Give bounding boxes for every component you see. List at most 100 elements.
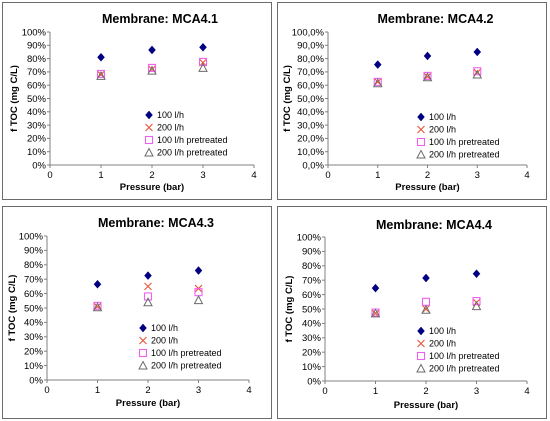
y-tick-label: 10% [24, 361, 44, 372]
data-point-mca41-s2-p1 [147, 63, 157, 72]
chart-svg-mca44: Membrane: MCA4.4 0% 10% 20% 30% 40% 50% 60% 70% 8… [284, 218, 530, 411]
series-0-points [373, 47, 482, 69]
x-tick-label: 2 [425, 170, 430, 181]
y-axis-title: f TOC (mg C/L) [9, 65, 20, 132]
data-point-mca43-s3-p1 [143, 297, 153, 307]
x-axis-title: Pressure (bar) [394, 400, 458, 411]
x-tick-label: 3 [196, 385, 201, 396]
x-tick-label: 4 [524, 170, 529, 181]
data-point-mca44-s0-p0 [371, 283, 380, 293]
legend-label-0: 100 l/h [151, 323, 178, 333]
y-tick-label: 10% [27, 147, 47, 158]
legend-marker-1 [139, 336, 147, 345]
legend-marker-0 [139, 323, 147, 333]
y-tick-label: 90,0% [297, 41, 324, 52]
legend-label-1: 200 l/h [429, 125, 456, 135]
data-point-mca42-s0-p0 [373, 60, 382, 69]
data-point-mca43-s1-p1 [144, 282, 152, 291]
data-point-mca43-s2-p2 [194, 288, 203, 297]
y-tick-label: 60% [27, 81, 47, 92]
legend-marker-3 [416, 363, 426, 373]
y-tick-label: 100% [297, 232, 322, 243]
y-tick-label: 10,0% [297, 147, 324, 158]
legend-marker-0 [417, 112, 425, 122]
y-tick-label: 0,0% [302, 160, 324, 171]
data-point-mca41-s0-p2 [199, 42, 207, 52]
data-point-mca43-s3-p0 [92, 302, 103, 312]
chart-title: Membrane: MCA4.4 [376, 218, 492, 232]
legend-label-1: 200 l/h [151, 336, 178, 346]
y-tick-label: 80% [302, 261, 322, 272]
x-axis-title: Pressure (bar) [116, 398, 180, 409]
y-tick-label: 60,0% [297, 81, 324, 92]
legend-marker-2 [138, 348, 148, 358]
x-tick-label: 4 [524, 386, 529, 397]
chart-panel-mca42: Membrane: MCA4.2 0,0% 10,0% 20,0% 30,0% 40,0%… [277, 2, 547, 200]
y-tick-label: 30% [302, 333, 322, 344]
legend-marker-1 [145, 123, 153, 132]
data-point-mca44-s3-p1 [421, 304, 431, 314]
chart-svg-mca42: Membrane: MCA4.2 0,0% 10,0% 20,0% 30,0% 40,0%… [282, 12, 530, 193]
y-tick-label: 50% [24, 303, 44, 314]
data-point-mca43-s0-p0 [93, 279, 102, 289]
data-point-mca44-s1-p1 [422, 305, 430, 313]
x-tick-label: 4 [251, 170, 256, 181]
x-tick-label: 1 [95, 385, 100, 396]
chart-panel-mca43: Membrane: MCA4.3 0% 10% 20% 30% 40% 50% 60% 70% 8… [2, 206, 272, 419]
series-1-points [373, 68, 482, 86]
y-tick-label: 80,0% [297, 54, 324, 65]
legend-marker-1 [417, 339, 425, 348]
chart-svg-mca43: Membrane: MCA4.3 0% 10% 20% 30% 40% 50% 60% 70% 8… [7, 216, 252, 409]
chart-title: Membrane: MCA4.2 [378, 12, 494, 26]
legend-label-1: 200 l/h [429, 339, 456, 349]
series-1-points [371, 298, 481, 318]
data-point-mca41-s3-p0 [96, 70, 106, 80]
x-tick-label: 0 [322, 386, 327, 397]
data-point-mca41-s0-p0 [97, 52, 105, 62]
x-tick-label: 2 [149, 170, 154, 181]
y-tick-label: 100% [19, 231, 44, 242]
y-tick-label: 40% [27, 107, 47, 118]
x-tick-label: 4 [246, 385, 251, 396]
series-3-points [92, 295, 204, 312]
series-1-points [97, 58, 207, 79]
x-tick-label: 1 [375, 170, 380, 181]
legend-label-1: 200 l/h [157, 123, 184, 133]
chart-title: Membrane: MCA4.3 [98, 216, 214, 230]
x-tick-label: 3 [475, 170, 480, 181]
y-axis-title: f TOC (mg C/L) [282, 65, 293, 132]
legend-label-3: 200 l/h pretreated [157, 148, 228, 158]
y-tick-label: 100,0% [292, 27, 325, 38]
series-0-points [97, 42, 207, 62]
y-tick-label: 70,0% [297, 67, 324, 78]
series-0-points [371, 269, 481, 293]
legend-marker-1 [417, 125, 425, 134]
y-tick-label: 40,0% [297, 107, 324, 118]
legend-marker-3 [144, 147, 154, 157]
data-point-mca42-s0-p1 [423, 51, 432, 61]
data-point-mca42-s2-p2 [473, 67, 482, 76]
y-tick-label: 70% [27, 67, 47, 78]
legend-marker-2 [416, 137, 426, 147]
legend-marker-3 [416, 149, 426, 159]
legend-label-2: 100 l/h pretreated [429, 137, 500, 147]
data-point-mca44-s3-p2 [471, 301, 482, 311]
data-point-mca44-s2-p2 [472, 297, 481, 306]
chart-panel-mca41: Membrane: MCA4.1 0% 10% 20% 30% 40% 50% 60% 70% 8… [2, 2, 272, 200]
legend-label-0: 100 l/h [429, 326, 456, 336]
data-point-mca43-s0-p1 [144, 271, 152, 280]
legend-marker-2 [144, 135, 154, 145]
x-tick-label: 2 [145, 385, 150, 396]
y-tick-label: 60% [302, 290, 322, 301]
chart-legend: 100 l/h 200 l/h 100 l/h pretreated 200 l/h … [416, 326, 500, 374]
y-tick-label: 50% [302, 304, 322, 315]
legend-marker-0 [145, 110, 153, 120]
y-tick-label: 70% [24, 275, 44, 286]
legend-label-2: 100 l/h pretreated [151, 348, 222, 358]
legend-label-0: 100 l/h [429, 112, 456, 122]
y-tick-label: 80% [27, 54, 47, 65]
legend-label-2: 100 l/h pretreated [157, 135, 228, 145]
y-tick-label: 30% [24, 332, 44, 343]
y-tick-label: 50,0% [297, 94, 324, 105]
chart-legend: 100 l/h 200 l/h 100 l/h pretreated 200 l/h … [144, 110, 228, 158]
